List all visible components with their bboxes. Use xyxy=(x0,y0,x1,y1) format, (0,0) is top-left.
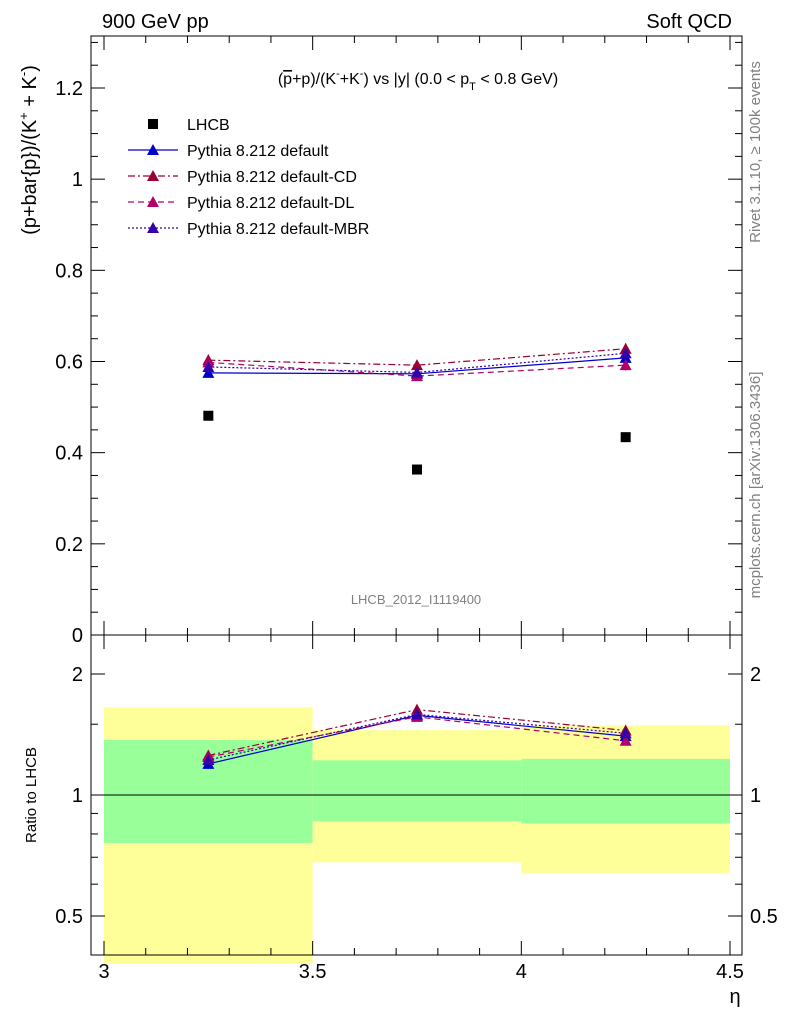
header-left: 900 GeV pp xyxy=(102,11,209,33)
ratio-y-tick-label: 1 xyxy=(72,785,83,807)
legend-label: Pythia 8.212 default-CD xyxy=(187,169,357,186)
legend-label: Pythia 8.212 default-MBR xyxy=(187,221,369,238)
data-point xyxy=(411,366,423,378)
ratio-plot-panel: 0.5 0.5 1 1 2 2 Ratio to LHCB xyxy=(23,634,778,964)
legend-marker xyxy=(147,170,159,181)
legend-marker xyxy=(147,144,159,155)
main-plot-panel: LHCB Pythia 8.212 default Pythia 8.212 def… xyxy=(16,35,743,647)
series-lhcb xyxy=(203,410,631,475)
legend-label: Pythia 8.212 default xyxy=(187,143,329,160)
y-tick-label: 1.2 xyxy=(55,78,83,100)
data-point xyxy=(619,359,632,371)
legend-marker xyxy=(147,196,159,207)
series-pythia-8-212-default-cd xyxy=(202,342,632,371)
x-tick-label: 3 xyxy=(98,961,109,983)
ratio-point xyxy=(411,708,423,720)
source-label: mcplots.cern.ch [arXiv:1306.3436] xyxy=(747,372,764,599)
data-point xyxy=(411,359,423,371)
legend-entry: LHCB xyxy=(148,117,230,134)
ratio-y-tick-label-right: 2 xyxy=(750,664,761,686)
data-point xyxy=(620,432,631,443)
series-line xyxy=(208,348,626,366)
ratio-point xyxy=(202,754,215,766)
y-tick-label: 0.6 xyxy=(55,352,83,374)
rivet-label: Rivet 3.1.10, ≥ 100k events xyxy=(747,61,764,243)
ratio-y-tick-label-right: 1 xyxy=(750,785,761,807)
x-tick-label: 3.5 xyxy=(299,961,327,983)
legend-marker xyxy=(147,222,159,233)
y-tick-label: 0.4 xyxy=(55,443,83,465)
x-tick-label: 4.5 xyxy=(716,961,744,983)
legend: LHCB Pythia 8.212 default Pythia 8.212 def… xyxy=(128,117,369,238)
legend-label: LHCB xyxy=(187,117,230,134)
data-point xyxy=(412,464,422,475)
legend-label: Pythia 8.212 default-DL xyxy=(187,195,354,212)
y-tick-label: 0.8 xyxy=(55,260,83,282)
main-title: (p+p)/(K-+K-) vs |y| (0.0 < pT < 0.8 GeV… xyxy=(278,68,558,93)
data-point xyxy=(202,360,215,372)
legend-entry: Pythia 8.212 default xyxy=(128,143,329,160)
legend-entry: Pythia 8.212 default-CD xyxy=(128,169,357,186)
data-point xyxy=(203,410,214,421)
ratio-series-pythia-8-212-default-mbr xyxy=(202,708,632,766)
series-pythia-8-212-default-mbr xyxy=(202,347,632,378)
ratio-point xyxy=(619,727,632,739)
x-axis-label: η xyxy=(729,986,740,1008)
legend-entry: Pythia 8.212 default-DL xyxy=(128,195,354,212)
ratio-y-tick-label: 2 xyxy=(72,664,83,686)
analysis-id: LHCB_2012_I1119400 xyxy=(351,592,481,607)
uncertainty-band-green xyxy=(312,760,522,822)
ratio-y-tick-label-right: 0.5 xyxy=(750,906,778,928)
main-y-label: (p+bar{p})/(K+ + K-) xyxy=(16,65,41,235)
ratio-y-tick-label: 0.5 xyxy=(55,906,83,928)
ratio-y-label: Ratio to LHCB xyxy=(23,747,40,843)
header-right: Soft QCD xyxy=(646,11,732,33)
x-tick-label: 4 xyxy=(516,961,527,983)
data-point xyxy=(619,347,632,359)
data-point xyxy=(202,366,215,378)
legend-marker xyxy=(148,119,158,129)
uncertainty-band-green xyxy=(521,758,730,824)
legend-entry: Pythia 8.212 default-MBR xyxy=(128,221,369,238)
y-tick-label: 0 xyxy=(72,625,83,647)
y-tick-label: 0.2 xyxy=(55,534,83,556)
y-tick-label: 1 xyxy=(72,169,83,191)
ratio-point xyxy=(619,734,632,746)
